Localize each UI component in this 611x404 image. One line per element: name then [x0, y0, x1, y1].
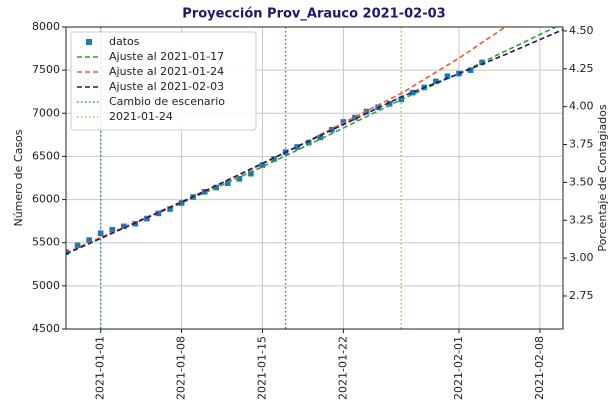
- chart-title: Proyección Prov_Arauco 2021-02-03: [182, 7, 445, 22]
- y2-axis-label: Porcentaje de Contagiados: [596, 104, 609, 252]
- data-point: [74, 242, 81, 249]
- legend-box: [70, 31, 257, 131]
- data-point: [236, 176, 243, 182]
- data-point: [467, 67, 474, 73]
- data-point: [433, 78, 439, 85]
- data-point: [409, 89, 416, 96]
- y2-tick-label: 3.00: [569, 251, 594, 264]
- fit-line: [66, 28, 563, 255]
- y-tick-label: 8000: [32, 20, 60, 33]
- y2-tick-label: 4.00: [569, 100, 594, 113]
- data-point: [109, 226, 116, 233]
- x-tick-label: 2021-02-01: [452, 336, 465, 400]
- legend-label: Ajuste al 2021-01-24: [109, 65, 224, 78]
- data-point: [201, 189, 208, 195]
- y-tick-label: 6500: [32, 149, 60, 162]
- y-tick-label: 6000: [32, 193, 60, 206]
- legend-marker: [86, 39, 92, 45]
- data-point: [86, 237, 92, 243]
- plot-frame: [65, 26, 564, 330]
- data-point: [444, 73, 451, 79]
- data-point: [352, 114, 358, 121]
- y2-tick-label: 4.25: [569, 62, 594, 75]
- legend-label: datos: [109, 35, 140, 48]
- legend-label: 2021-01-24: [109, 110, 173, 123]
- legend-label: Ajuste al 2021-02-03: [109, 80, 224, 93]
- x-tick-label: 2021-01-15: [255, 336, 268, 400]
- x-tick-label: 2021-02-08: [533, 336, 546, 400]
- data-point: [317, 134, 324, 141]
- data-point: [178, 200, 185, 206]
- data-point: [120, 223, 127, 230]
- data-point: [305, 139, 312, 146]
- y2-tick-label: 4.50: [569, 24, 594, 37]
- y-tick-label: 5000: [32, 279, 60, 292]
- y-tick-label: 4500: [32, 322, 60, 335]
- y2-tick-label: 3.75: [569, 138, 594, 151]
- y2-tick-label: 2.75: [569, 289, 594, 302]
- y-tick-label: 7000: [32, 106, 60, 119]
- data-point: [294, 144, 300, 150]
- y2-tick-label: 3.25: [569, 213, 594, 226]
- legend-label: Ajuste al 2021-01-17: [109, 50, 224, 63]
- data-point: [167, 206, 173, 212]
- plot-area: [66, 27, 563, 329]
- legend-label: Cambio de escenario: [109, 95, 225, 108]
- x-tick-label: 2021-01-22: [336, 336, 349, 400]
- data-point: [248, 170, 254, 177]
- data-point: [386, 100, 393, 107]
- data-point: [97, 230, 104, 237]
- y-axis-label: Número de Casos: [12, 129, 25, 226]
- data-point: [259, 162, 266, 168]
- y2-tick-label: 3.50: [569, 175, 594, 188]
- y-tick-label: 5500: [32, 236, 60, 249]
- x-tick-label: 2021-01-01: [94, 336, 107, 400]
- x-tick-label: 2021-01-08: [175, 336, 188, 400]
- data-point: [329, 126, 335, 133]
- y-tick-label: 7500: [32, 63, 60, 76]
